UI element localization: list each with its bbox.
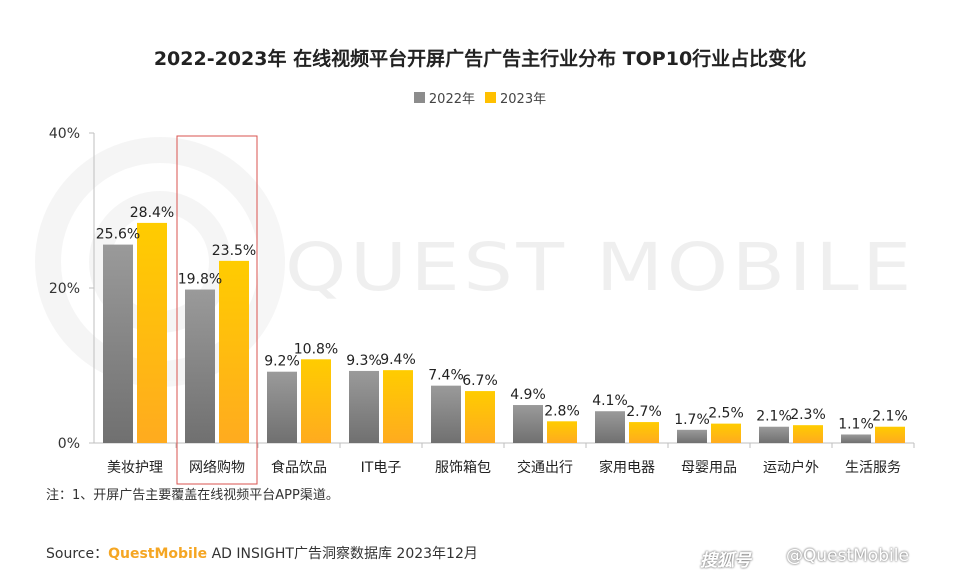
bar-2023-7 [711,423,741,443]
data-label: 1.7% [674,412,710,428]
bar-2022-5 [513,405,543,443]
data-label: 28.4% [130,205,174,221]
x-category-label: 网络购物 [189,460,245,476]
data-label: 6.7% [462,373,498,389]
legend-label-2023: 2023年 [500,92,547,107]
bar-2023-4 [465,391,495,443]
watermark: QUEST MOBILE [35,137,915,387]
data-label: 2.1% [756,409,792,425]
bar-2022-1 [185,289,215,443]
data-label: 9.3% [346,353,382,369]
data-label: 10.8% [294,341,338,357]
legend-swatch-2022 [413,92,425,103]
bar-2022-4 [431,385,461,443]
source-prefix: Source： [46,546,109,562]
bar-2023-6 [629,422,659,443]
data-label: 7.4% [428,368,464,384]
bar-2023-9 [875,426,905,443]
source-line: Source：QuestMobile AD INSIGHT广告洞察数据库 202… [46,543,478,563]
source-brand: QuestMobile [108,546,208,562]
legend-item-2022: 2022年 [413,88,475,107]
data-label: 2.5% [708,406,744,422]
highlight-box [176,135,258,485]
data-label: 2.7% [626,404,662,420]
data-label: 2.8% [544,403,580,419]
y-tick-label: 40% [49,126,80,142]
x-category-label: 母婴用品 [681,460,737,476]
legend-item-2023: 2023年 [485,88,546,107]
bar-2022-3 [349,370,379,443]
source-rest: AD INSIGHT广告洞察数据库 2023年12月 [207,546,478,562]
data-label: 25.6% [96,227,140,243]
data-label: 4.9% [510,387,546,403]
footer-platform-mark: 搜狐号 [700,551,751,571]
data-label: 9.2% [264,354,300,370]
x-category-label: 食品饮品 [271,459,327,476]
watermark-text: QUEST MOBILE [285,229,915,306]
bar-2023-5 [547,421,577,443]
y-tick-label: 20% [49,281,80,297]
data-label: 9.4% [380,352,416,368]
x-category-label: IT电子 [361,460,402,476]
bar-2022-0 [103,244,133,443]
chart-title: 2022-2023年 在线视频平台开屏广告广告主行业分布 TOP10行业占比变化 [153,48,807,70]
bar-2022-6 [595,411,625,443]
data-label: 23.5% [212,243,256,259]
x-category-label: 交通出行 [517,459,573,476]
x-category-label: 运动户外 [763,459,819,476]
bar-2022-8 [759,426,789,443]
data-label: 19.8% [178,272,222,288]
data-label: 2.1% [872,409,908,425]
legend-label-2022: 2022年 [428,92,475,107]
bar-2023-1 [219,260,249,443]
data-label: 1.1% [838,416,874,432]
bar-2022-2 [267,371,297,443]
data-label: 4.1% [592,393,628,409]
bar-2022-9 [841,434,871,443]
x-category-label: 服饰箱包 [435,460,491,476]
footer-handle: @QuestMobile [786,546,909,566]
bar-2022-7 [677,429,707,443]
legend: 2022年 2023年 [0,88,960,107]
bar-2023-0 [137,222,167,443]
x-category-label: 家用电器 [599,459,655,476]
x-category-label: 美妆护理 [107,460,163,476]
bar-2023-8 [793,425,823,443]
legend-swatch-2023 [485,92,496,103]
y-tick-label: 0% [58,436,80,452]
footnote: 注：1、开屏广告主要覆盖在线视频平台APP渠道。 [46,488,339,503]
bar-2023-2 [301,359,331,443]
x-category-label: 生活服务 [845,460,901,476]
data-label: 2.3% [790,407,826,423]
bar-2023-3 [383,370,413,443]
